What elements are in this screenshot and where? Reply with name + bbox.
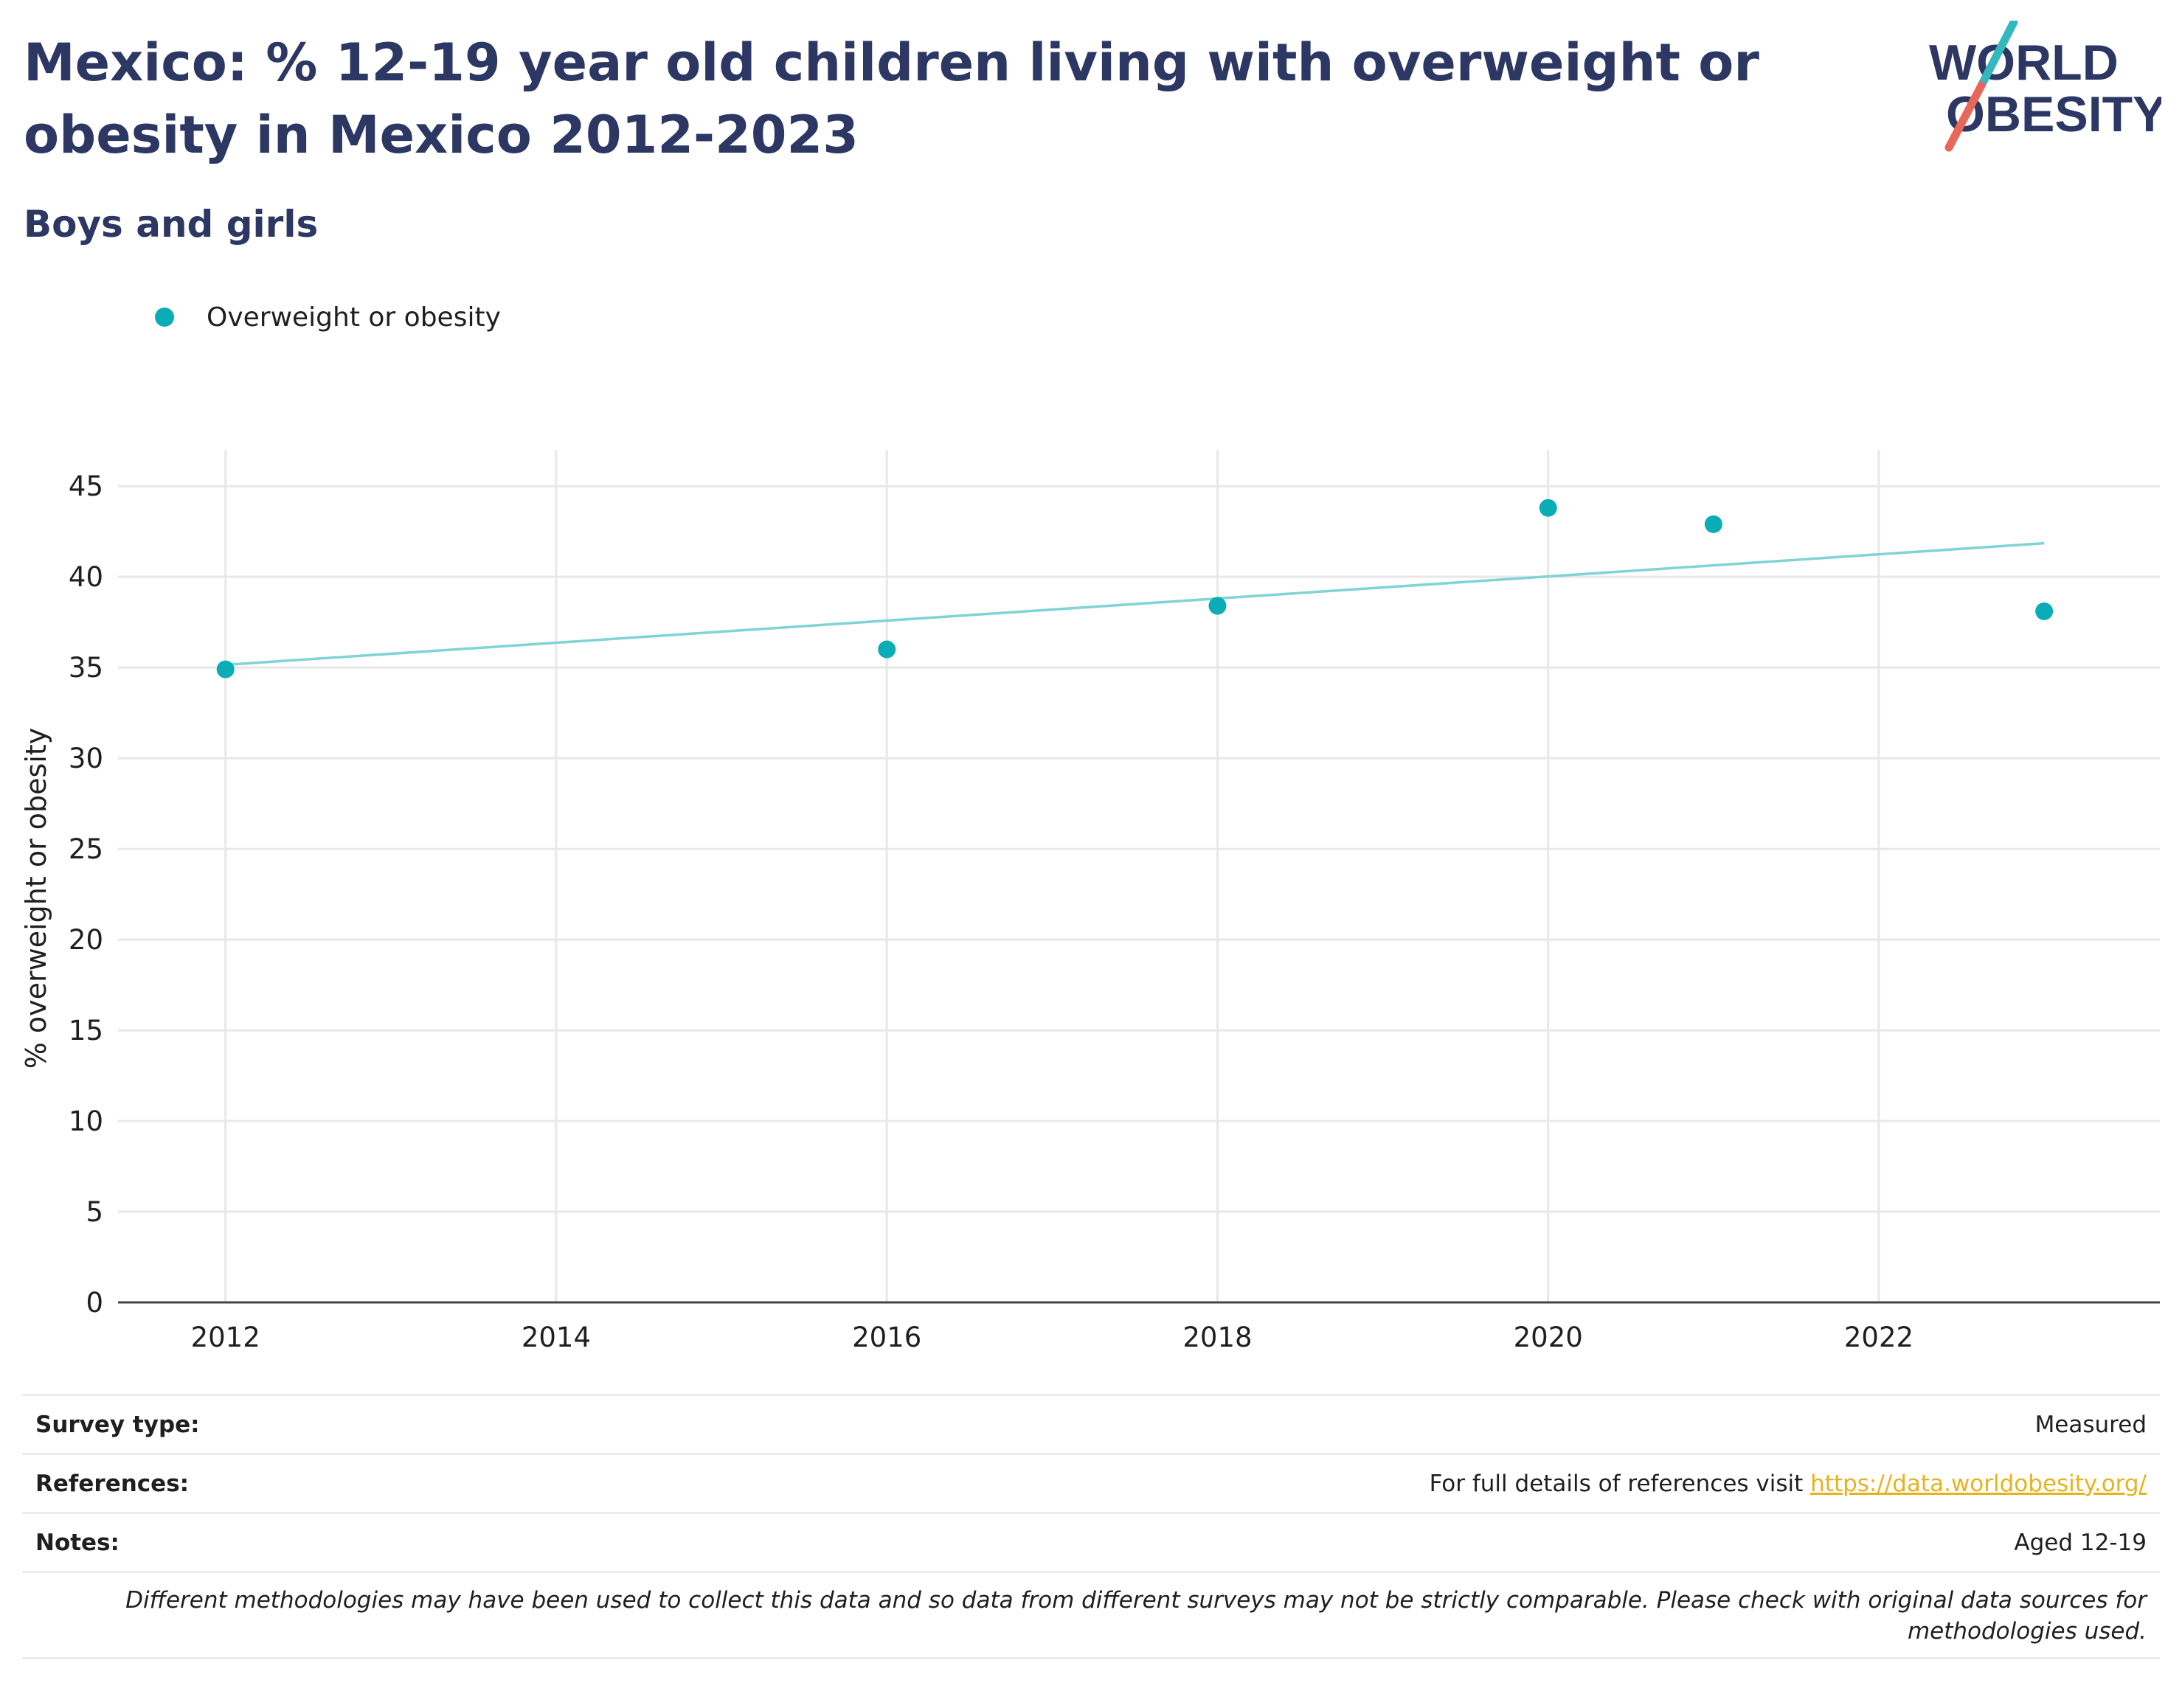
survey-type-label: Survey type: bbox=[35, 1411, 200, 1438]
world-obesity-logo: WORLD OBESITY bbox=[1929, 21, 2161, 152]
y-tick-label: 40 bbox=[69, 561, 103, 593]
svg-text:WORLD: WORLD bbox=[1929, 35, 2119, 91]
footer-row-references: References: For full details of referenc… bbox=[22, 1453, 2160, 1512]
y-tick-label: 15 bbox=[69, 1015, 103, 1046]
y-tick-label: 0 bbox=[86, 1287, 103, 1319]
data-point bbox=[216, 660, 235, 678]
y-tick-label: 10 bbox=[69, 1105, 103, 1137]
references-text: For full details of references visit bbox=[1429, 1470, 1811, 1497]
x-tick-label: 2014 bbox=[522, 1322, 591, 1353]
scatter-plot: 0 5 10 15 20 25 30 35 40 45 2012 2014 2016 2018 2020 20… bbox=[20, 450, 2160, 1353]
notes-label: Notes: bbox=[35, 1529, 120, 1556]
data-point bbox=[878, 640, 896, 659]
footer-row-survey: Survey type: Measured bbox=[22, 1394, 2160, 1453]
data-point bbox=[1208, 597, 1227, 615]
legend-marker bbox=[155, 308, 174, 327]
y-axis-label: % overweight or obesity bbox=[20, 728, 52, 1069]
data-point bbox=[2035, 602, 2054, 620]
notes-value: Aged 12-19 bbox=[2014, 1529, 2147, 1556]
survey-type-value: Measured bbox=[2034, 1411, 2147, 1438]
axes: 0 5 10 15 20 25 30 35 40 45 2012 2014 2016 2018 2020 20… bbox=[69, 471, 2160, 1353]
methodology-disclaimer: Different methodologies may have been us… bbox=[22, 1571, 2160, 1659]
chart-title: Mexico: % 12-19 year old children living… bbox=[24, 32, 1759, 165]
references-link[interactable]: https://data.worldobesity.org/ bbox=[1810, 1470, 2147, 1497]
svg-text:OBESITY: OBESITY bbox=[1946, 86, 2161, 142]
x-tick-label: 2012 bbox=[191, 1322, 260, 1353]
footer-table: Survey type: Measured References: For fu… bbox=[22, 1394, 2160, 1659]
y-tick-label: 45 bbox=[69, 471, 103, 502]
data-points bbox=[216, 499, 2054, 678]
x-tick-label: 2022 bbox=[1844, 1322, 1913, 1353]
x-tick-label: 2020 bbox=[1514, 1322, 1583, 1353]
y-tick-label: 20 bbox=[69, 924, 103, 956]
chart-legend: Overweight or obesity bbox=[155, 295, 501, 339]
y-tick-label: 30 bbox=[69, 743, 103, 774]
chart-subtitle: Boys and girls bbox=[24, 203, 319, 246]
y-tick-label: 35 bbox=[69, 652, 103, 684]
y-tick-label: 5 bbox=[86, 1196, 103, 1228]
footer-row-notes: Notes: Aged 12-19 bbox=[22, 1512, 2160, 1571]
references-label: References: bbox=[35, 1470, 190, 1497]
y-tick-label: 25 bbox=[69, 833, 103, 865]
references-value: For full details of references visit htt… bbox=[1430, 1471, 2147, 1497]
data-point bbox=[1539, 499, 1557, 517]
data-point bbox=[1704, 515, 1722, 533]
trendline bbox=[225, 541, 2045, 667]
x-tick-label: 2016 bbox=[852, 1322, 921, 1353]
trendline-layer bbox=[225, 541, 2045, 667]
grid-lines bbox=[118, 450, 2160, 1302]
x-tick-label: 2018 bbox=[1182, 1322, 1252, 1353]
legend-label: Overweight or obesity bbox=[207, 302, 501, 333]
